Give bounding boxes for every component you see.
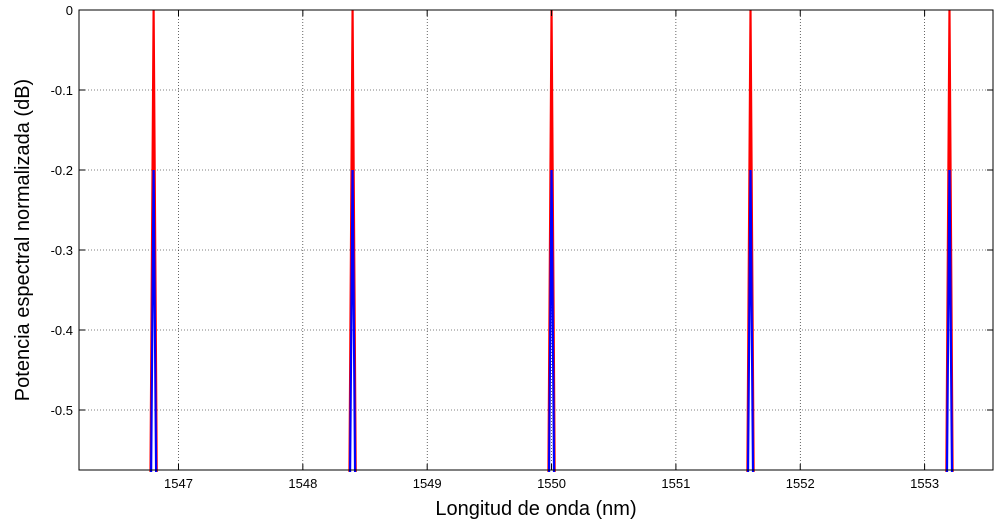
x-tick-label: 1550 — [537, 476, 566, 491]
x-tick-label: 1551 — [661, 476, 690, 491]
y-tick-label: 0 — [66, 3, 73, 18]
blue-peak — [746, 169, 755, 473]
x-axis-label: Longitud de onda (nm) — [435, 498, 636, 520]
y-tick-label: -0.1 — [51, 83, 73, 98]
x-tick-label: 1547 — [164, 476, 193, 491]
x-tick-label: 1549 — [413, 476, 442, 491]
plot-frame — [78, 9, 994, 471]
x-tick-label: 1548 — [288, 476, 317, 491]
y-tick-label: -0.5 — [51, 403, 73, 418]
y-tick-label: -0.4 — [51, 323, 73, 338]
y-tick-label: -0.3 — [51, 243, 73, 258]
blue-peak — [348, 169, 357, 473]
x-tick-label: 1553 — [910, 476, 939, 491]
blue-peak — [945, 169, 954, 473]
blue-peak — [150, 169, 158, 473]
x-tick-label: 1552 — [786, 476, 815, 491]
y-tick-label: -0.2 — [51, 163, 73, 178]
blue-peak — [547, 169, 556, 473]
axis-ticks: 1547 1548 1549 1550 1551 1552 1553 0 -0.1 -0.2 -0.… — [51, 3, 993, 491]
y-axis-label: Potencia espectral normalizada (dB) — [12, 79, 34, 401]
plot-area — [79, 10, 993, 470]
